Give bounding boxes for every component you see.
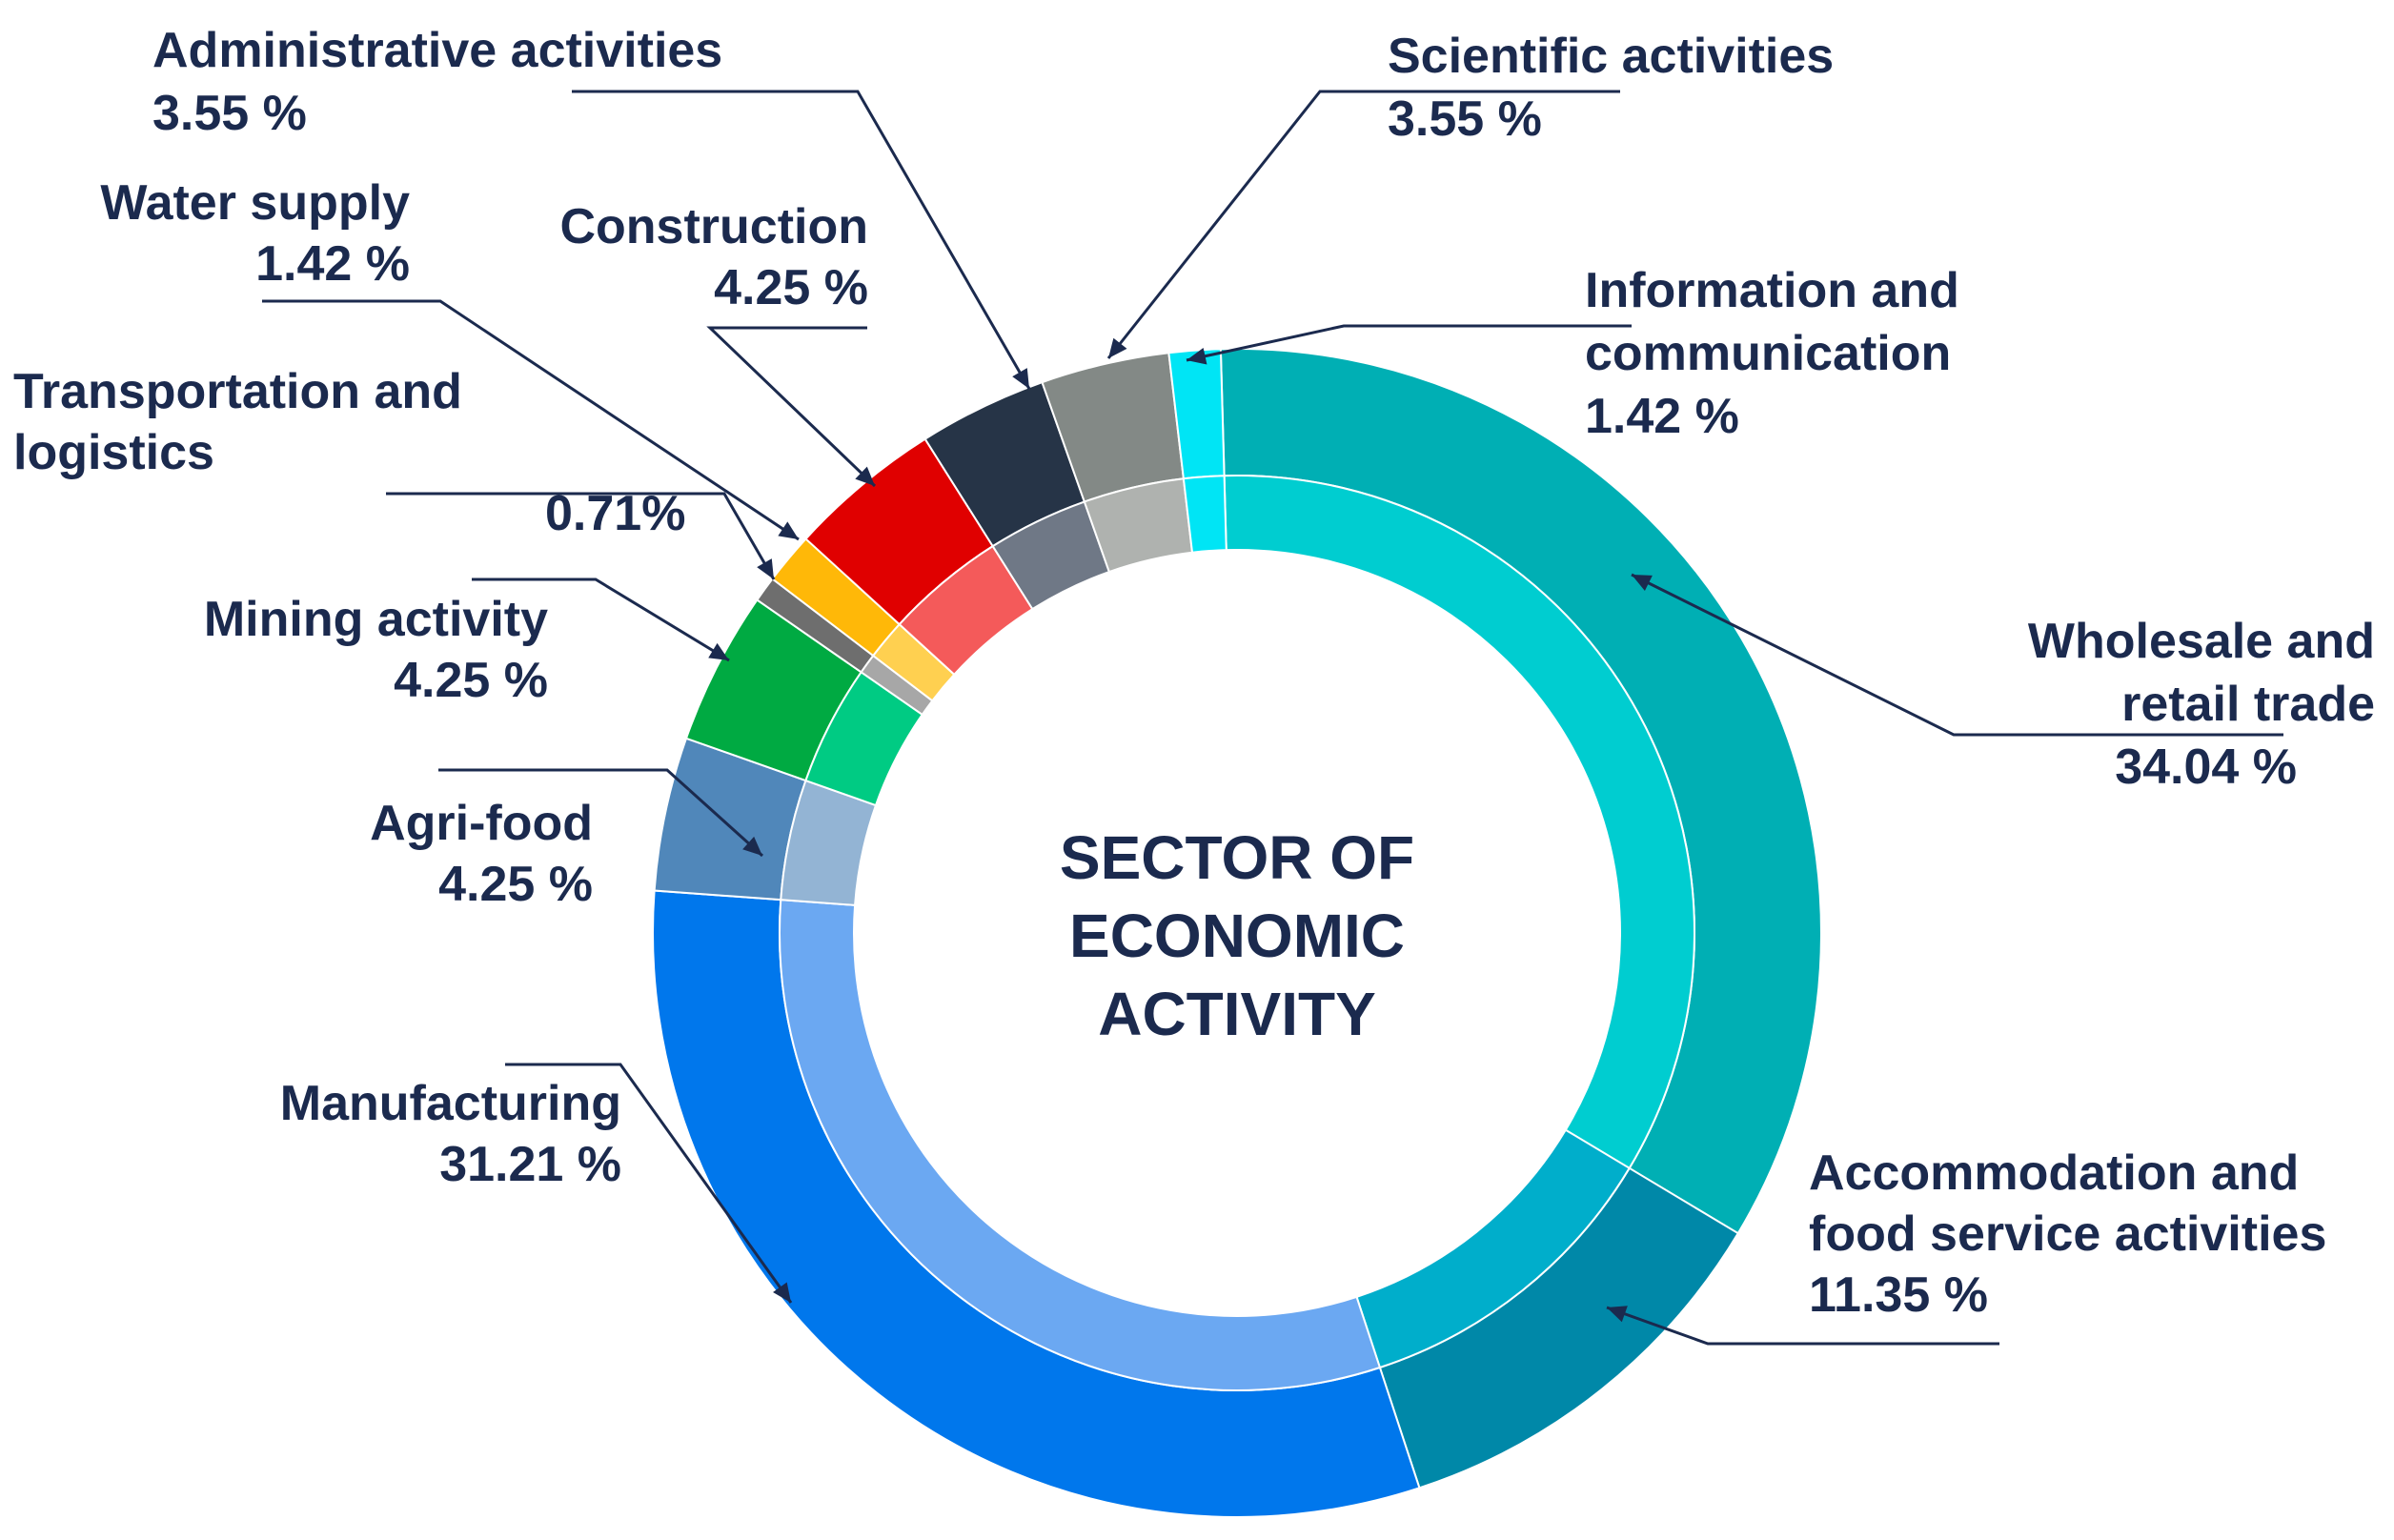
value-label-accommodation-and-food-service-activities: 11.35 %	[1809, 1267, 1988, 1323]
label-line: logistics	[13, 425, 214, 480]
label-accommodation-and-food-service-activities: Accommodation and food service activities	[1809, 1145, 2326, 1262]
label-line: Manufacturing	[280, 1076, 621, 1131]
label-manufacturing: Manufacturing	[280, 1076, 621, 1131]
leader-arrow-administrative-activities	[1012, 368, 1029, 389]
slice-inner-wholesale-and-retail-trade	[1223, 475, 1695, 1170]
leader-arrow-wholesale-and-retail-trade	[1632, 575, 1653, 591]
label-scientific-activities: Scientific activities	[1388, 29, 1834, 84]
center-title-line: ACTIVITY	[1098, 980, 1376, 1048]
leader-line-manufacturing	[505, 1063, 793, 1304]
leader-line-administrative-activities	[572, 90, 1031, 390]
label-information-and-communication: Information and communication	[1585, 263, 1959, 381]
label-line: retail trade	[2121, 677, 2375, 732]
leader-arrow-accommodation-and-food-service-activities	[1607, 1306, 1628, 1323]
label-line: Construction	[559, 199, 868, 254]
leader-arrow-agri-food	[742, 836, 762, 856]
value-label-manufacturing: 31.21 %	[439, 1137, 621, 1192]
center-title: SECTOR OF ECONOMIC ACTIVITY	[1060, 823, 1414, 1048]
leader-line-water-supply	[262, 299, 800, 541]
value-label-scientific-activities: 3.55 %	[1388, 91, 1542, 147]
label-line: Information and	[1585, 263, 1959, 318]
label-line: Accommodation and	[1809, 1145, 2299, 1201]
label-line: Administrative activities	[152, 23, 722, 78]
label-agri-food: Agri-food	[370, 796, 593, 851]
leader-arrow-information-and-communication	[1187, 347, 1207, 365]
leader-line-mining-activity	[472, 578, 730, 662]
leader-line-information-and-communication	[1186, 324, 1632, 362]
value-label-mining-activity: 4.25 %	[394, 653, 548, 708]
leader-line-accommodation-and-food-service-activities	[1606, 1306, 1999, 1346]
leader-line-construction	[706, 326, 877, 488]
leader-line-transportation-and-logistics	[386, 492, 776, 580]
label-line: Mining activity	[204, 592, 548, 647]
leader-line-agri-food	[438, 768, 764, 858]
leader-line-scientific-activities	[1106, 90, 1620, 359]
center-title-line: ECONOMIC	[1069, 902, 1405, 970]
value-label-water-supply: 1.42 %	[255, 236, 410, 292]
label-line: food service activities	[1809, 1206, 2326, 1262]
value-label-wholesale-and-retail-trade: 34.04 %	[2115, 740, 2297, 795]
label-wholesale-and-retail-trade: Wholesale and retail trade	[2028, 614, 2375, 732]
leader-arrow-mining-activity	[708, 642, 729, 660]
label-mining-activity: Mining activity	[204, 592, 548, 647]
leader-lines-group	[262, 90, 2283, 1346]
center-title-group: SECTOR OF ECONOMIC ACTIVITY	[1060, 823, 1414, 1048]
slice-inner-information-and-communication	[1182, 475, 1227, 554]
leader-arrow-scientific-activities	[1108, 337, 1127, 358]
label-line: Agri-food	[370, 796, 593, 851]
center-title-line: SECTOR OF	[1060, 823, 1414, 892]
label-line: communication	[1585, 326, 1951, 381]
value-label-construction: 4.25 %	[714, 260, 868, 315]
value-label-transportation-and-logistics: 0.71%	[545, 486, 685, 541]
leader-arrow-manufacturing	[773, 1282, 791, 1303]
labels-group: Wholesale and retail trade 34.04 % Accommod…	[13, 23, 2375, 1323]
leader-arrow-transportation-and-logistics	[757, 558, 774, 579]
leader-line-wholesale-and-retail-trade	[1631, 573, 2283, 737]
label-line: Water supply	[100, 175, 410, 231]
label-construction: Construction	[559, 199, 868, 254]
label-water-supply: Water supply	[100, 175, 410, 231]
value-label-information-and-communication: 1.42 %	[1585, 389, 1739, 444]
leader-arrow-water-supply	[778, 521, 799, 539]
label-line: Wholesale and	[2028, 614, 2375, 669]
value-label-administrative-activities: 3.55 %	[152, 86, 307, 141]
label-administrative-activities: Administrative activities	[152, 23, 722, 78]
value-label-agri-food: 4.25 %	[438, 857, 593, 912]
label-line: Transportation and	[13, 364, 462, 419]
label-line: Scientific activities	[1388, 29, 1834, 84]
label-transportation-and-logistics: Transportation and logistics	[13, 364, 462, 480]
leader-arrow-construction	[855, 466, 875, 486]
slices-group	[652, 348, 1822, 1518]
